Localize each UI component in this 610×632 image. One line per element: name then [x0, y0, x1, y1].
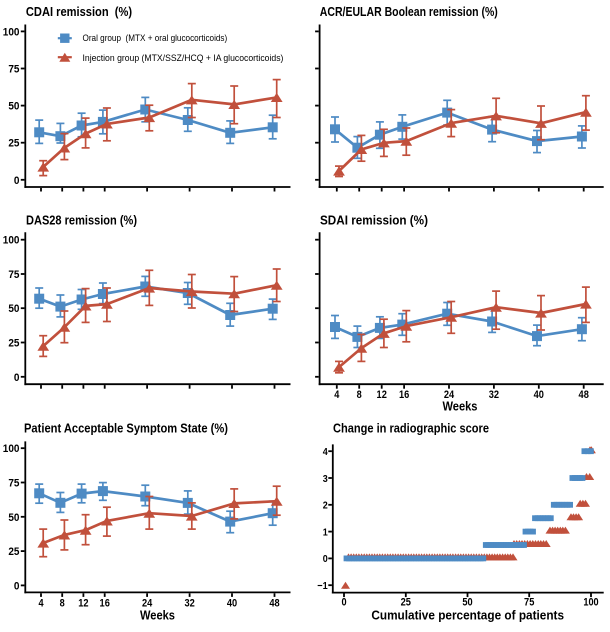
svg-text:8: 8 — [60, 597, 65, 609]
svg-text:48: 48 — [269, 597, 279, 609]
svg-text:16: 16 — [399, 389, 409, 401]
svg-text:8: 8 — [357, 389, 362, 401]
svg-text:CDAI remission (%): CDAI remission (%) — [26, 4, 132, 19]
svg-text:2: 2 — [323, 500, 328, 512]
svg-text:32: 32 — [184, 597, 194, 609]
svg-text:100: 100 — [3, 26, 20, 38]
svg-text:SDAI remission (%): SDAI remission (%) — [320, 213, 428, 228]
svg-text:100: 100 — [583, 597, 598, 609]
svg-text:0: 0 — [341, 597, 346, 609]
svg-text:16: 16 — [100, 597, 110, 609]
svg-text:40: 40 — [534, 389, 544, 401]
svg-text:0: 0 — [14, 175, 20, 187]
svg-text:24: 24 — [142, 597, 153, 609]
svg-text:4: 4 — [323, 446, 328, 458]
svg-text:Weeks: Weeks — [443, 398, 478, 413]
svg-text:3: 3 — [323, 473, 328, 485]
svg-text:12: 12 — [377, 389, 387, 401]
svg-text:48: 48 — [579, 389, 589, 401]
svg-text:DAS28 remission (%): DAS28 remission (%) — [26, 213, 137, 228]
svg-text:25: 25 — [8, 546, 19, 558]
svg-text:0: 0 — [14, 580, 20, 592]
svg-text:−1: −1 — [317, 580, 328, 592]
svg-text:100: 100 — [3, 235, 20, 247]
svg-text:32: 32 — [489, 389, 499, 401]
svg-text:25: 25 — [8, 138, 19, 150]
svg-text:ACR/EULAR Boolean remission (%: ACR/EULAR Boolean remission (%) — [320, 4, 498, 19]
svg-text:Patient Acceptable Symptom Sta: Patient Acceptable Symptom State (%) — [24, 420, 228, 435]
svg-text:40: 40 — [227, 597, 237, 609]
svg-text:4: 4 — [38, 597, 44, 609]
svg-text:50: 50 — [462, 597, 472, 609]
svg-text:50: 50 — [8, 512, 19, 524]
svg-text:0: 0 — [323, 553, 328, 565]
svg-text:Injection group (MTX/SSZ/HCQ +: Injection group (MTX/SSZ/HCQ + IA glucoc… — [83, 53, 284, 63]
svg-text:Cumulative percentage of patie: Cumulative percentage of patients — [371, 608, 564, 623]
svg-text:75: 75 — [8, 269, 19, 281]
svg-text:24: 24 — [444, 389, 455, 401]
svg-text:50: 50 — [8, 303, 19, 315]
svg-text:1: 1 — [323, 526, 328, 538]
svg-text:25: 25 — [8, 338, 19, 350]
svg-text:Change in radiographic score: Change in radiographic score — [333, 420, 489, 435]
svg-text:75: 75 — [8, 64, 19, 76]
svg-text:12: 12 — [78, 597, 88, 609]
svg-text:4: 4 — [334, 389, 340, 401]
svg-text:25: 25 — [401, 597, 411, 609]
svg-text:Weeks: Weeks — [140, 608, 175, 623]
svg-text:Oral group (MTX + oral glucoc: Oral group (MTX + oral glucocorticoids) — [83, 33, 228, 43]
svg-text:100: 100 — [3, 443, 20, 455]
svg-text:75: 75 — [524, 597, 534, 609]
svg-text:75: 75 — [8, 478, 19, 490]
svg-text:0: 0 — [14, 372, 20, 384]
svg-text:50: 50 — [8, 101, 19, 113]
